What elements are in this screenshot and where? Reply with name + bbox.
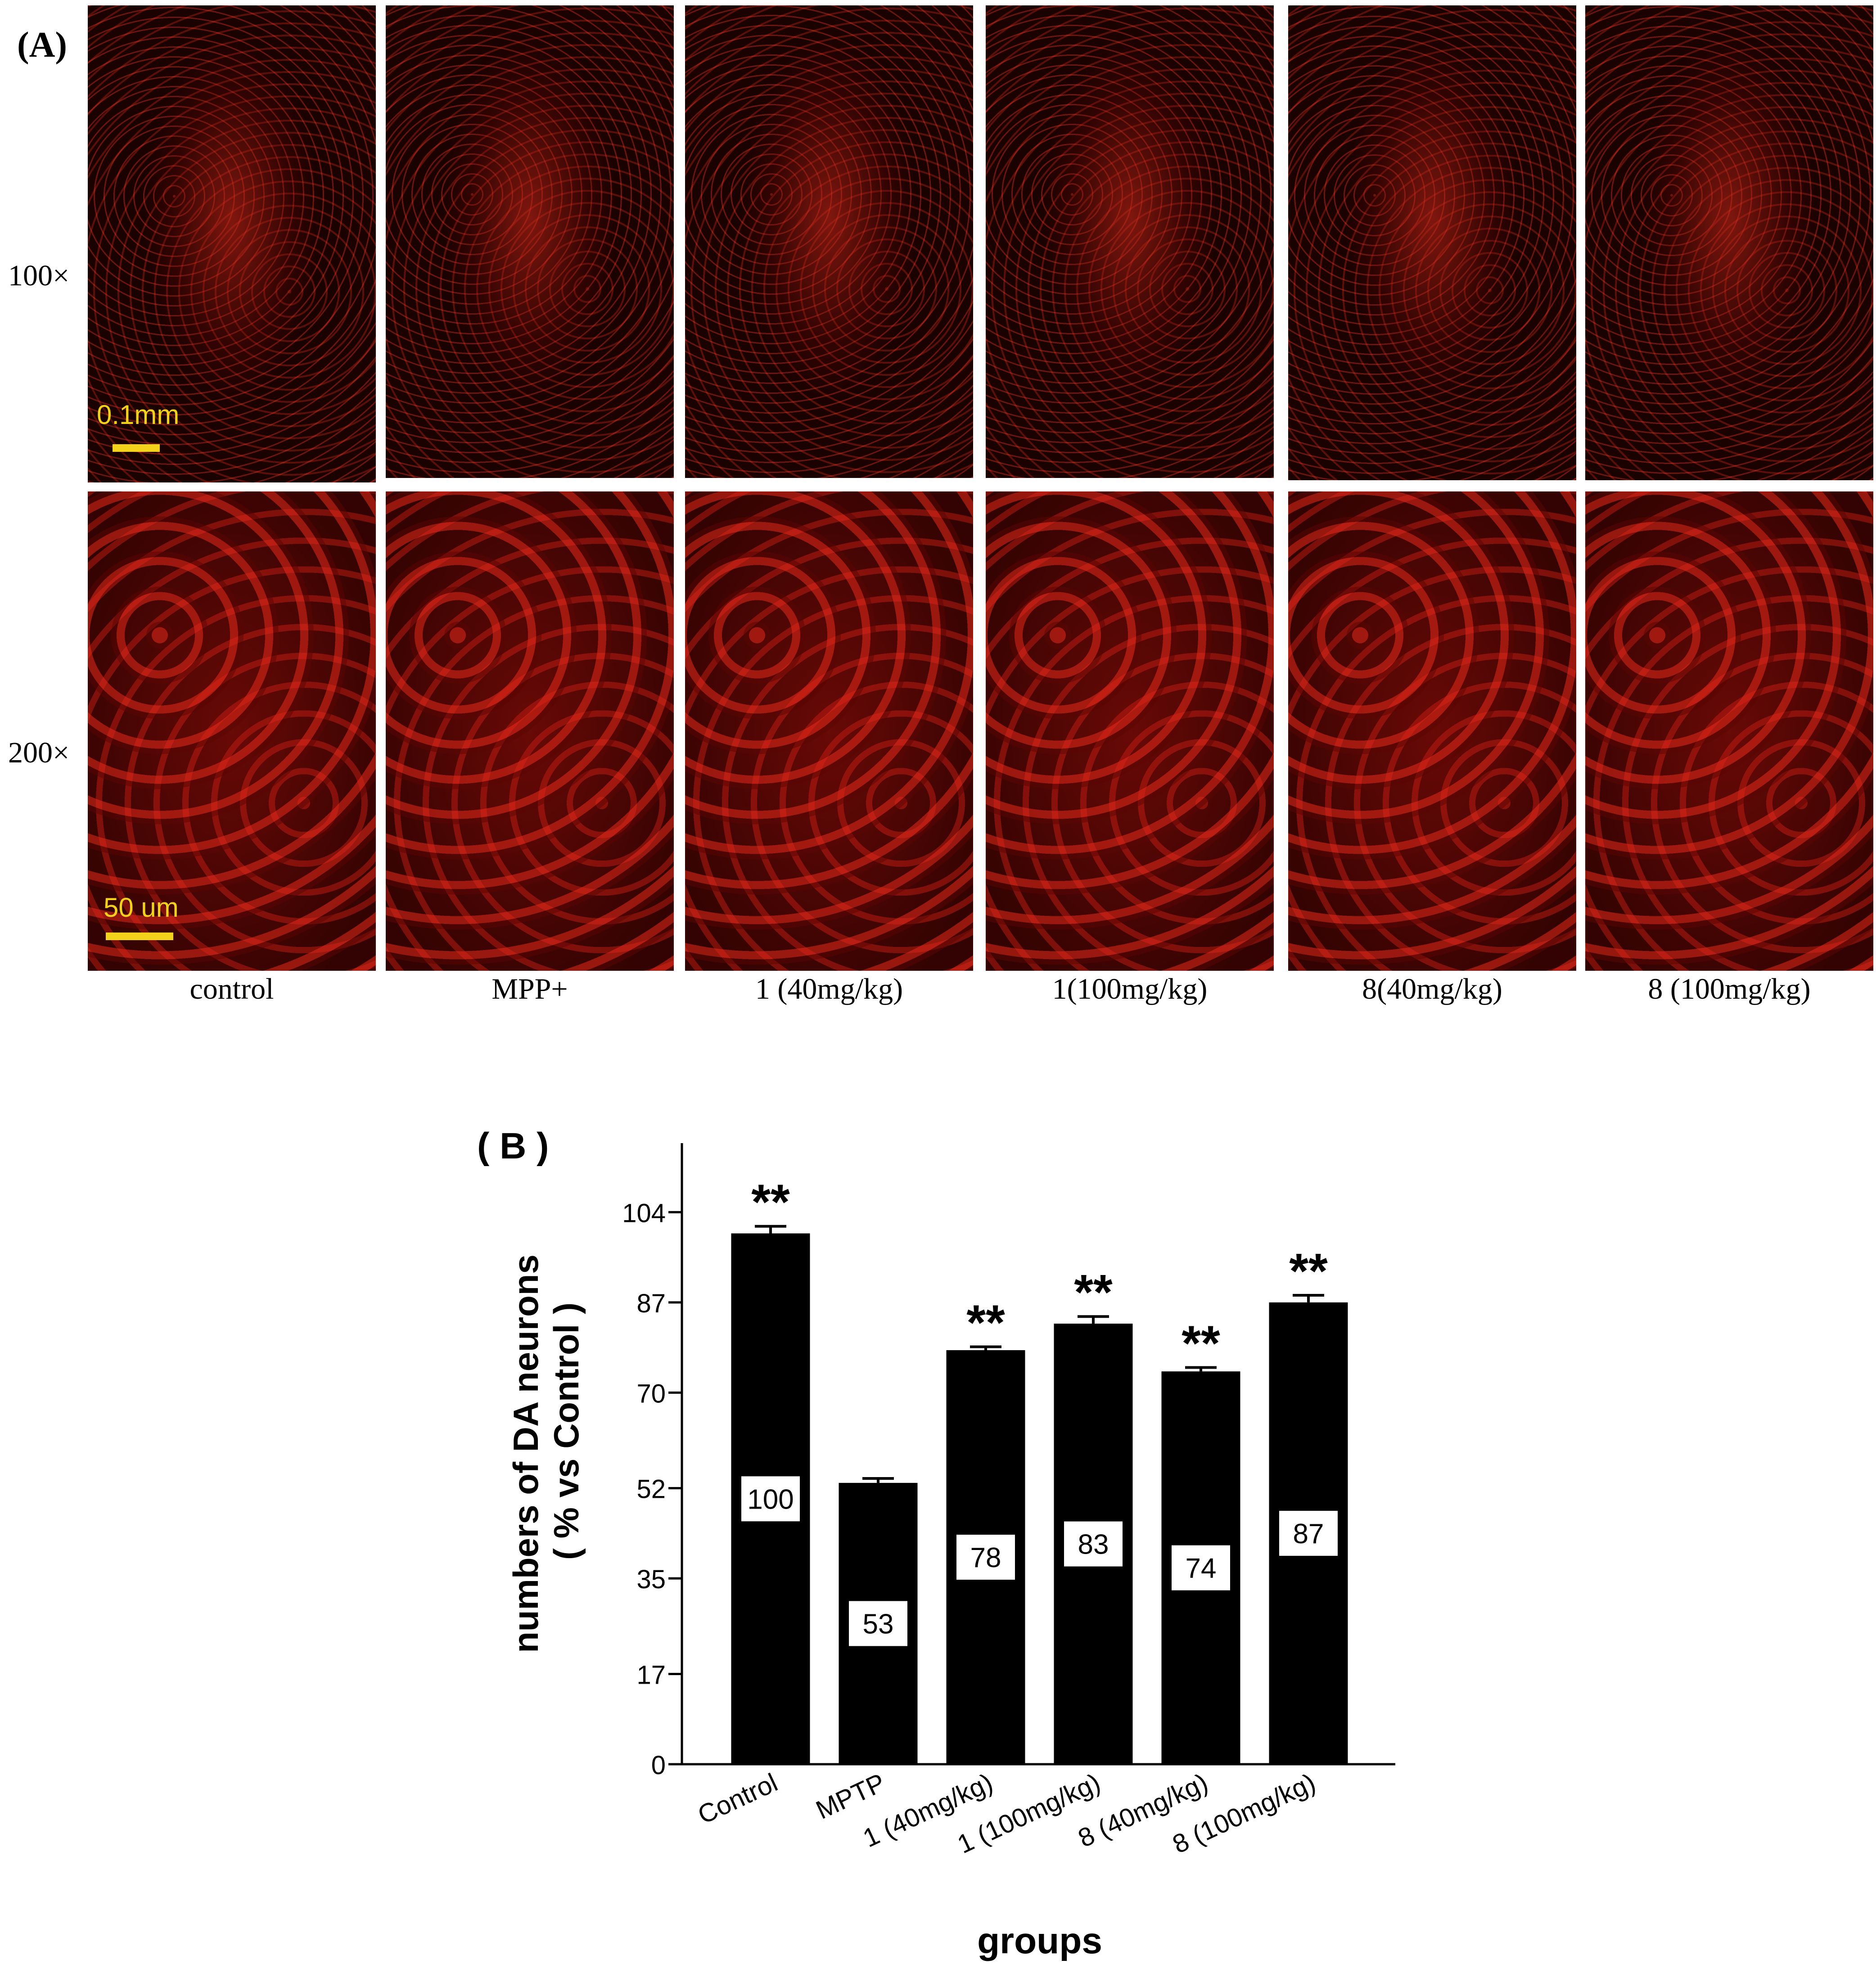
x-axis-title: groups [977,1920,1102,1961]
value-label: 74 [1186,1553,1217,1584]
row-label-100x: 100× [8,259,70,292]
y-axis-title: numbers of DA neurons [506,1254,546,1653]
micrograph-100x-8-100 [1585,5,1873,480]
micrograph-200x-control: 50 um [88,491,376,971]
y-tick-label: 52 [636,1475,666,1504]
micrograph-200x-8-100 [1585,491,1873,971]
significance-marker: ** [1182,1316,1220,1371]
value-label: 83 [1078,1529,1109,1560]
significance-marker: ** [966,1295,1005,1350]
micrograph-200x-1-40 [685,491,973,971]
column-label-1-100: 1(100mg/kg) [1052,973,1208,1005]
y-tick-label: 0 [651,1751,666,1780]
value-label: 100 [747,1484,794,1515]
scale-bar-label-50um: 50 um [104,892,179,923]
column-label-1-40: 1 (40mg/kg) [755,973,903,1005]
significance-marker: ** [751,1175,790,1230]
y-tick-label: 35 [636,1565,666,1594]
column-label-mpp: MPP+ [492,973,568,1005]
value-label-box [1064,1521,1123,1567]
micrograph-100x-1-40 [685,5,973,478]
y-axis-title-line2: ( % vs Control ) [546,1302,586,1560]
column-label-control: control [189,973,274,1005]
significance-marker: ** [1074,1265,1113,1320]
value-label: 53 [863,1609,894,1640]
panel-b-label: ( B ) [477,1126,549,1167]
value-label-box [956,1535,1015,1580]
micrograph-200x-1-100 [986,491,1274,971]
row-label-200x: 200× [8,736,70,769]
scale-bar-label-0-1mm: 0.1mm [97,400,180,430]
x-tick-label: MPTP [812,1768,889,1825]
significance-marker: ** [1289,1244,1328,1299]
column-label-8-100: 8 (100mg/kg) [1648,973,1811,1005]
value-label-box [1172,1545,1230,1591]
column-label-8-40: 8(40mg/kg) [1362,973,1502,1005]
micrograph-200x-8-40 [1288,491,1576,971]
value-label-box [849,1601,907,1646]
value-label: 87 [1293,1518,1324,1550]
panel-a-label: (A) [17,25,68,65]
y-tick-label: 104 [622,1199,666,1228]
scale-bar-0-1mm [113,444,160,452]
micrograph-100x-8-40 [1288,5,1576,480]
micrograph-200x-mpp [386,491,674,971]
y-tick-label: 70 [636,1379,666,1408]
micrograph-100x-control: 0.1mm [88,5,376,482]
x-tick-label: Control [694,1768,782,1830]
micrograph-100x-mpp [386,5,674,478]
scale-bar-50um [106,933,173,940]
value-label: 78 [970,1542,1001,1573]
value-label-box [1279,1510,1338,1556]
y-tick-label: 17 [636,1660,666,1690]
y-tick-label: 87 [636,1289,666,1318]
micrograph-100x-1-100 [986,5,1274,478]
value-label-box [741,1476,800,1522]
